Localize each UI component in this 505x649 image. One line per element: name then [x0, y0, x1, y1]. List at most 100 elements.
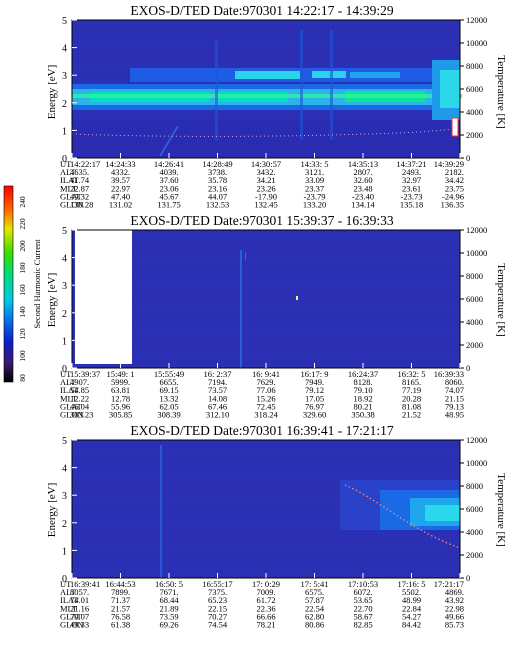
panel-3-ephemeris-value: 70.27 — [208, 611, 227, 621]
panel-2-ephemeris-value: 329.60 — [303, 410, 326, 420]
panel-3-ephemeris-value: 22.84 — [402, 603, 422, 613]
panel-3-ephemeris-value: 49.33 — [70, 620, 89, 630]
panel-2-ephemeris-value: 16:39:33 — [434, 369, 464, 379]
panel-1-title: EXOS-D/TED Date:970301 14:22:17 - 14:39:… — [130, 3, 393, 18]
panel-1-ephemeris-value: 14:26:41 — [154, 159, 184, 169]
panel-3-ephemeris-value: 21.16 — [70, 603, 89, 613]
panel-2-row-label: GLON — [60, 410, 84, 420]
panel-2-ytick-label: 5 — [62, 226, 67, 237]
panel-2-ytick-label: 0 — [62, 364, 67, 375]
panel-3-row-label: GLON — [60, 620, 84, 630]
panel-2-ephemeris-value: 8060. — [445, 377, 464, 387]
panel-3-ephemeris-value: 7899. — [111, 587, 130, 597]
panel-1-ephemeris-value: 37.60 — [159, 175, 178, 185]
panel-1-ephemeris-value: 39.57 — [111, 175, 130, 185]
panel-2-y2label: Temperature [K] — [495, 263, 505, 336]
panel-3-ephemeris-value: 58.67 — [353, 611, 372, 621]
panel-3-ephemeris-value: 17:21:17 — [434, 579, 464, 589]
colorbar-tick-label: 80 — [18, 374, 27, 382]
panel-2-ephemeris-value: 7194. — [208, 377, 227, 387]
panel-1-ephemeris-value: -23.40 — [352, 191, 374, 201]
panel-3-ephemeris-value: 22.98 — [445, 603, 464, 613]
panel-1-ephemeris-value: 3738. — [208, 167, 227, 177]
panel-1-ephemeris-value: 34.21 — [256, 175, 275, 185]
panel-2-y2tick-label: 10000 — [466, 248, 487, 258]
panel-2-spectrogram — [72, 230, 460, 368]
panel-1-ephemeris-value: -17.90 — [255, 191, 277, 201]
panel-1-ephemeris-value: 14:35:13 — [348, 159, 378, 169]
panel-1-yticks: 0 1 2 3 4 5 — [62, 16, 77, 165]
panel-2-ephemeris-value: 79.10 — [353, 385, 372, 395]
panel-1-ephemeris-value: -24.96 — [442, 191, 464, 201]
colorbar-tick-label: 240 — [18, 196, 27, 208]
colorbar: 80 100 120 140 160 180 200 220 240 Second Harmon… — [3, 185, 42, 383]
panel-1-ephemeris-value: 4332. — [111, 167, 130, 177]
panel-2-ephemeris-value: 76.97 — [305, 401, 324, 411]
panel-3-ephemeris-value: 6575. — [305, 587, 324, 597]
panel-3-ephemeris-value: 7009. — [256, 587, 275, 597]
panel-1-ephemeris-value: 131.75 — [157, 200, 180, 210]
panel-1-ephemeris-value: 134.14 — [351, 200, 375, 210]
panel-2-ephemeris-value: 350.38 — [351, 410, 374, 420]
panel-2-row-label: ILAT — [60, 385, 79, 395]
panel-1-ephemeris-value: 49.32 — [70, 191, 89, 201]
panel-3-ephemeris-value: 79.07 — [70, 611, 89, 621]
panel-2-ephemeris-value: 15:55:49 — [154, 369, 184, 379]
panel-2-ephemeris-value: 81.08 — [402, 401, 421, 411]
panel-1-ephemeris-value: 14:33: 5 — [300, 159, 328, 169]
panel-1-y2tick-label: 10000 — [466, 38, 487, 48]
panel-2-row-label: GLAT — [60, 401, 83, 411]
panel-1-ephemeris-value: 44.07 — [208, 191, 227, 201]
panel-3-y2tick-label: 6000 — [466, 504, 483, 514]
panel-2-ephemeris-value: 79.13 — [445, 401, 464, 411]
panel-3-ephemeris-value: 82.85 — [353, 620, 372, 630]
panel-1-ephemeris-value: 23.16 — [208, 183, 227, 193]
panel-1-ephemeris-value: 133.20 — [303, 200, 326, 210]
panel-3-ephemeris-value: 73.59 — [159, 611, 178, 621]
panel-3-ephemeris-value: 21.89 — [159, 603, 178, 613]
panel-2-y2tick-label: 8000 — [466, 271, 483, 281]
panel-1-ephemeris-value: 47.40 — [111, 191, 130, 201]
panel-2-ephemeris-value: 16:24:37 — [348, 369, 378, 379]
panel-3-ephemeris-value: 65.23 — [208, 595, 227, 605]
panel-3-ytick-label: 4 — [62, 464, 67, 475]
panel-2-ephemeris-value: 20.28 — [402, 393, 421, 403]
panel-3-spectrogram — [72, 440, 461, 578]
colorbar-scale — [3, 185, 14, 383]
panel-1-ephemeris-value: 35.78 — [208, 175, 227, 185]
panel-2-ephemeris-value: 17.05 — [305, 393, 324, 403]
panel-1-ephemeris-value: 2182. — [445, 167, 464, 177]
panel-1-ephemeris-value: 130.28 — [70, 200, 93, 210]
panel-1-ephemeris-value: 23.75 — [445, 183, 464, 193]
panel-2-ephemeris-value: 18.92 — [353, 393, 372, 403]
panel-3-y2tick-label: 12000 — [466, 435, 487, 445]
panel-3-ephemeris-value: 61.38 — [111, 620, 130, 630]
panel-2-y2tick-label: 4000 — [466, 317, 483, 327]
panel-2-ytick-label: 4 — [62, 254, 67, 265]
panel-2-ephemeris-value: 15.26 — [256, 393, 275, 403]
panel-3-ephemeris-value: 17:10:53 — [348, 579, 378, 589]
panel-1-ephemeris-value: 23.48 — [353, 183, 372, 193]
panel-1-ytick-label: 2 — [62, 99, 67, 110]
colorbar-tick-label: 160 — [18, 284, 27, 296]
panel-2-ephemeris-value: 21.52 — [402, 410, 421, 420]
panel-3-ephemeris-value: 16:44:53 — [105, 579, 135, 589]
panel-1-ephemeris-value: 14:22:17 — [70, 159, 100, 169]
panel-1-ephemeris-value: 3432. — [256, 167, 275, 177]
panel-3-ephemeris-value: 57.87 — [305, 595, 324, 605]
panel-3-ephemeris-value: 78.21 — [256, 620, 275, 630]
panel-3-ephemeris-value: 76.58 — [111, 611, 130, 621]
panel-3-ephemeris-value: 16:39:41 — [70, 579, 100, 589]
panel-1-ephemeris-value: 132.45 — [254, 200, 277, 210]
panel-3-ephemeris-value: 80.86 — [305, 620, 324, 630]
panel-3-ytick-label: 2 — [62, 519, 67, 530]
panel-3-ephemeris-value: 68.44 — [159, 595, 179, 605]
panel-1-ephemeris-value: -23.73 — [401, 191, 423, 201]
panel-2-yticks: 0 1 2 3 4 5 — [62, 226, 77, 375]
panel-1-ytick-label: 3 — [62, 71, 67, 82]
panel-1-row-label: GLAT — [60, 191, 83, 201]
panel-2-title: EXOS-D/TED Date:970301 15:39:37 - 16:39:… — [130, 213, 393, 228]
panel-2-row-label: MLT — [60, 393, 78, 403]
colorbar-ticks: 80 100 120 140 160 180 200 220 240 — [18, 196, 27, 382]
panel-2-ephemeris-value: 12.78 — [111, 393, 130, 403]
